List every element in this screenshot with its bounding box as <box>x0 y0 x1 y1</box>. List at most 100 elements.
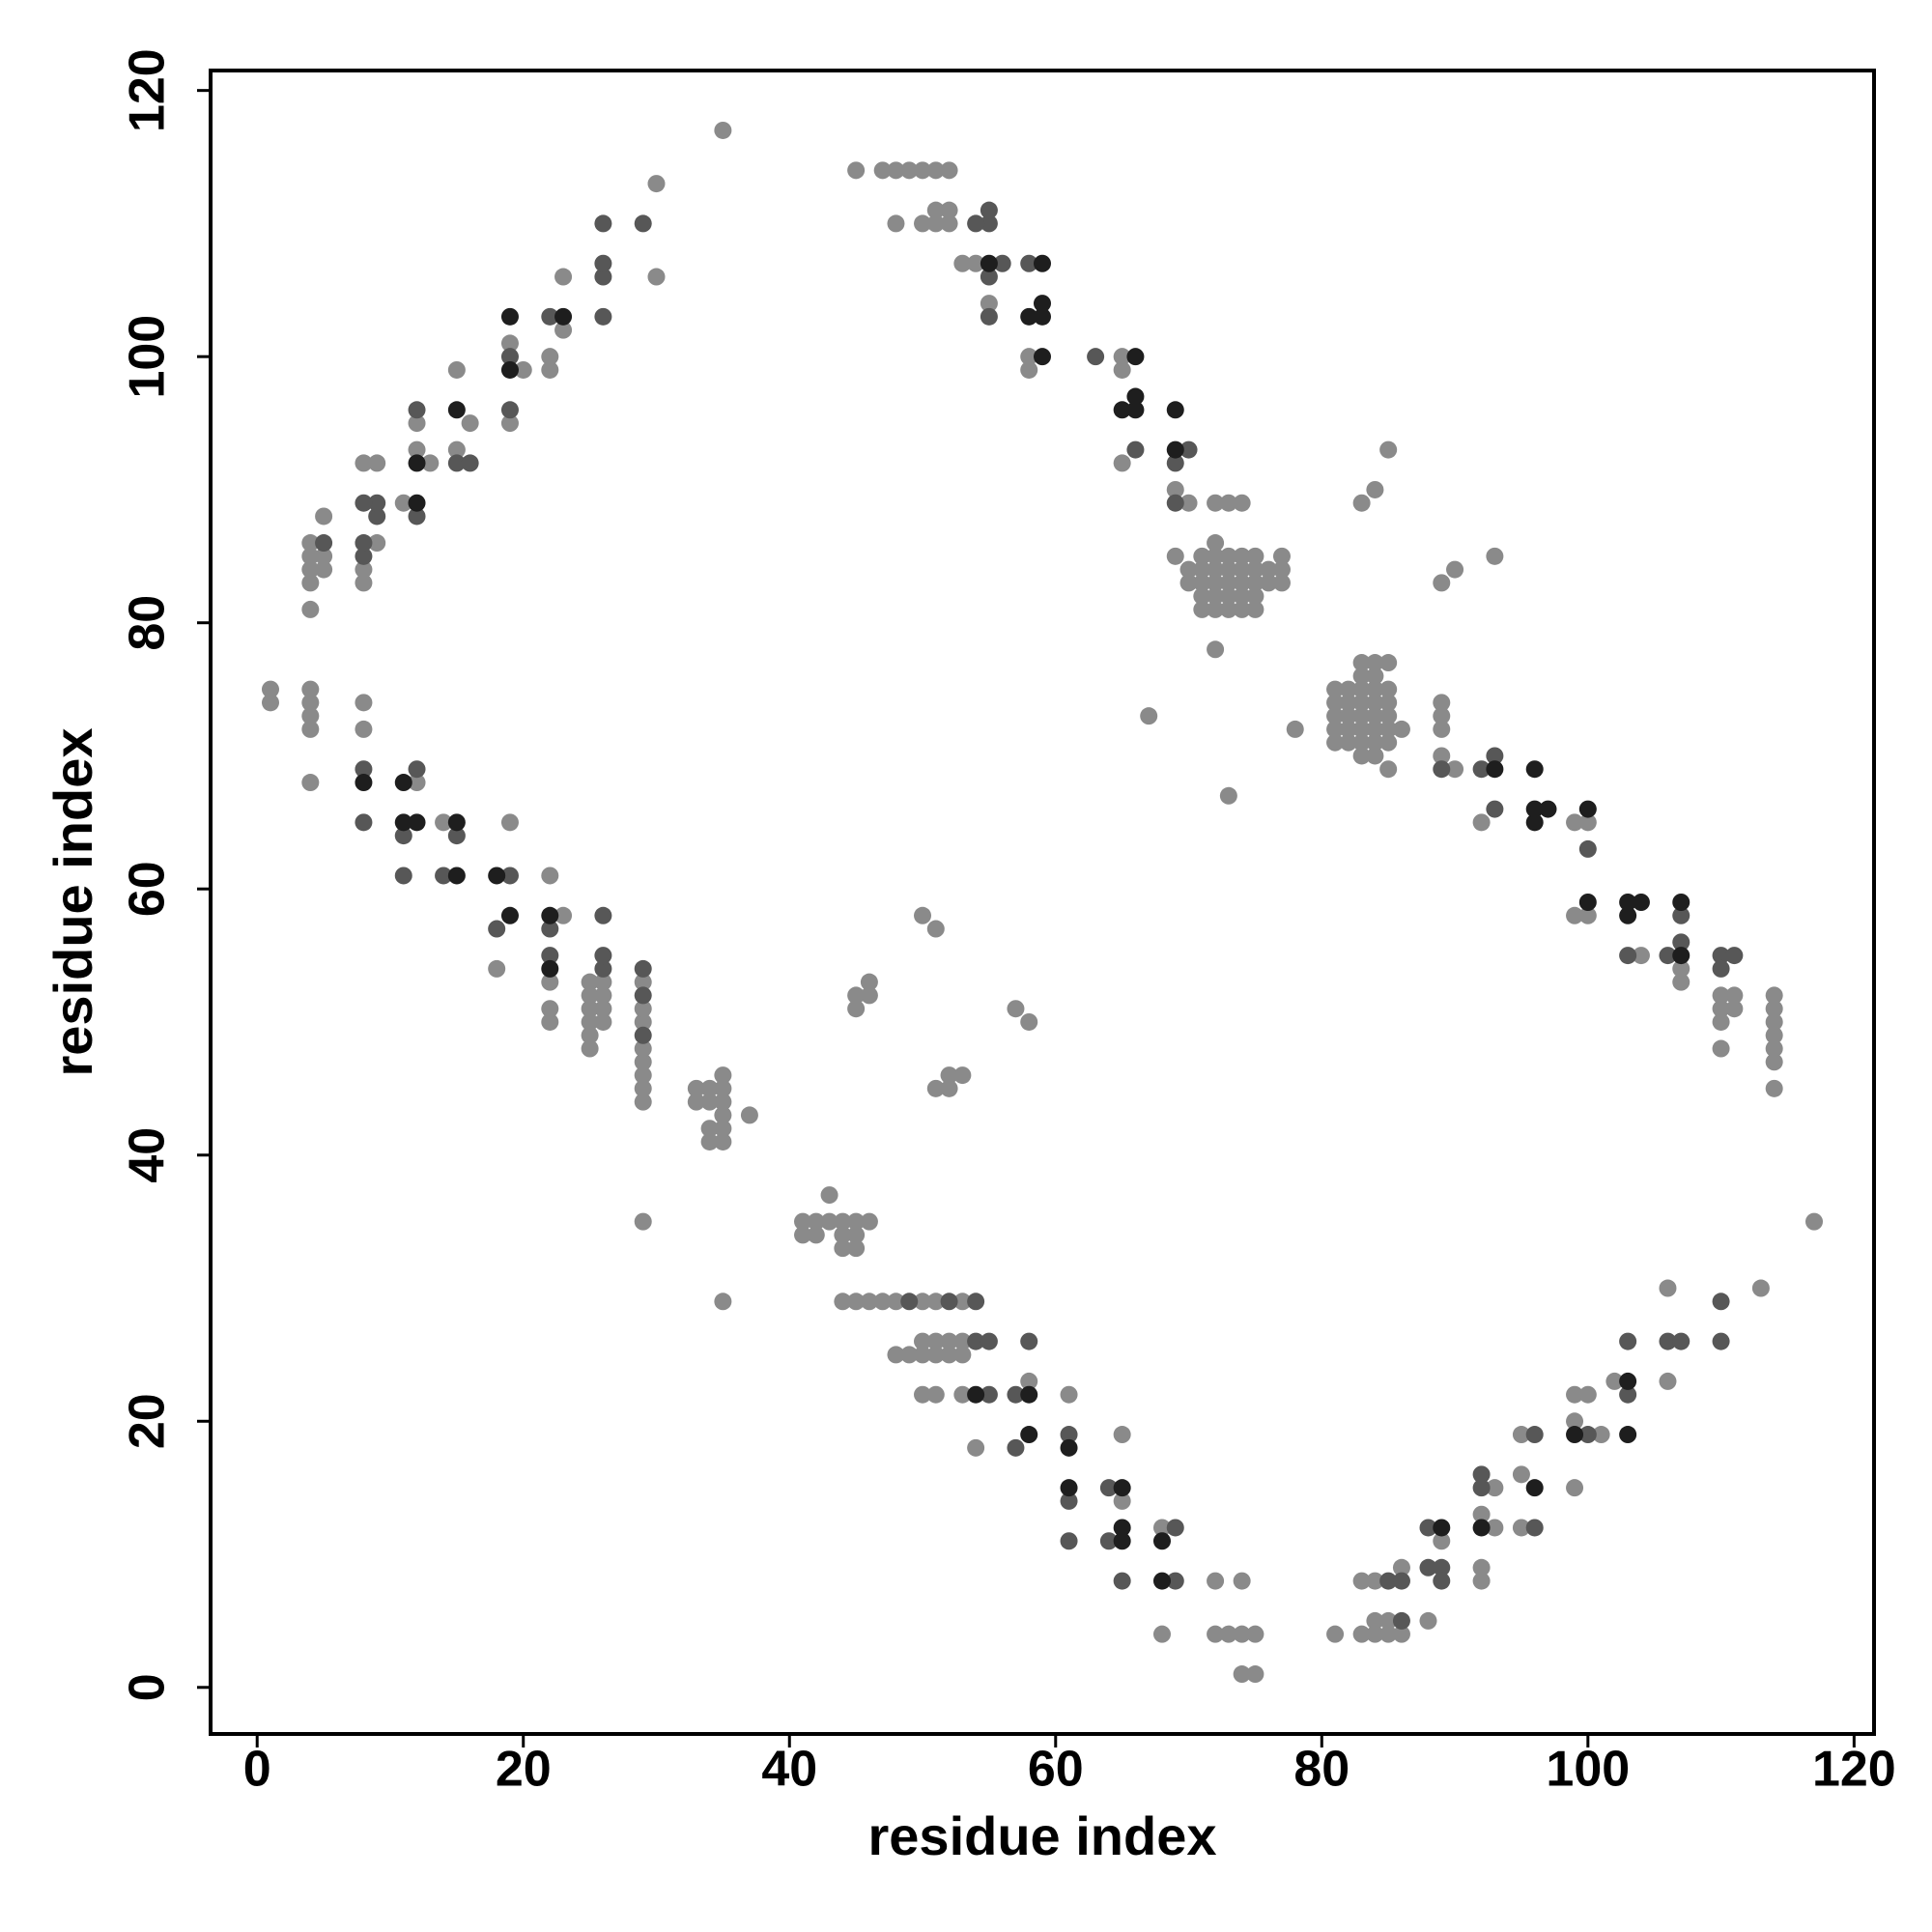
point <box>926 920 945 938</box>
y-tick-label: 100 <box>120 315 176 399</box>
point <box>953 1346 972 1364</box>
point <box>1712 1332 1730 1350</box>
point <box>634 1000 652 1018</box>
point <box>1472 760 1491 779</box>
point <box>940 1346 958 1364</box>
x-tick-label: 60 <box>1028 1742 1084 1798</box>
point <box>940 1079 958 1097</box>
point <box>1578 800 1597 818</box>
point <box>634 1012 652 1031</box>
point <box>1392 1572 1410 1590</box>
point <box>1034 307 1051 326</box>
point <box>1433 1532 1451 1550</box>
point <box>488 959 506 978</box>
point <box>834 1212 852 1231</box>
x-tick-label: 40 <box>761 1742 817 1798</box>
point <box>1366 1572 1384 1590</box>
point <box>1113 1479 1131 1497</box>
point <box>1392 1611 1410 1630</box>
point <box>1366 1611 1384 1630</box>
point <box>1725 1000 1744 1018</box>
point <box>301 547 320 565</box>
point <box>820 1212 838 1231</box>
point <box>714 1293 732 1311</box>
point <box>1233 494 1251 512</box>
point <box>980 1385 998 1404</box>
point <box>1246 1625 1264 1643</box>
point <box>1166 1519 1184 1537</box>
point <box>847 161 866 180</box>
point <box>1352 707 1371 725</box>
point <box>1113 454 1131 472</box>
point <box>594 906 612 924</box>
point <box>394 867 412 885</box>
point <box>1392 1625 1410 1643</box>
point <box>554 268 573 286</box>
point <box>355 694 373 712</box>
point <box>953 1066 972 1085</box>
point <box>1352 720 1371 738</box>
point <box>1233 587 1251 606</box>
point <box>1619 1385 1637 1404</box>
point <box>634 1212 652 1231</box>
point <box>554 307 573 326</box>
point <box>1765 1026 1783 1044</box>
point <box>1366 667 1384 685</box>
point <box>315 507 333 526</box>
point <box>940 201 958 219</box>
point <box>1272 574 1291 592</box>
point <box>1352 1625 1371 1643</box>
point <box>1339 680 1357 698</box>
point <box>914 1385 932 1404</box>
point <box>1765 986 1783 1005</box>
point <box>1512 1426 1530 1444</box>
point <box>355 813 373 832</box>
point <box>355 494 373 512</box>
point <box>1140 707 1158 725</box>
point <box>1193 600 1211 618</box>
point <box>435 867 453 885</box>
point <box>926 201 945 219</box>
point <box>1379 680 1398 698</box>
point <box>926 1332 945 1350</box>
point <box>1366 747 1384 765</box>
y-axis-label: residue index <box>43 727 103 1076</box>
point <box>714 1079 732 1097</box>
point <box>500 867 519 885</box>
point <box>301 680 320 698</box>
point <box>847 1212 866 1231</box>
point <box>1632 947 1650 965</box>
point <box>1578 894 1597 911</box>
point <box>1578 813 1597 832</box>
point <box>1578 906 1597 924</box>
point <box>1126 401 1145 419</box>
point <box>394 813 412 832</box>
point <box>1619 906 1637 924</box>
point <box>1219 786 1237 805</box>
point <box>408 813 426 832</box>
y-tick-label: 20 <box>120 1393 176 1449</box>
point <box>594 1000 612 1018</box>
point <box>1233 1572 1251 1590</box>
point <box>1087 348 1105 366</box>
point <box>1166 454 1184 472</box>
point <box>634 1053 652 1071</box>
point <box>1366 680 1384 698</box>
point <box>1712 1039 1730 1058</box>
point <box>700 1120 719 1138</box>
point <box>1020 1385 1038 1404</box>
point <box>1207 494 1225 512</box>
y-tick-label: 40 <box>120 1127 176 1183</box>
point <box>261 694 279 712</box>
point <box>1034 254 1051 272</box>
point <box>1272 560 1291 579</box>
point <box>1113 1519 1131 1537</box>
point <box>1712 947 1730 965</box>
point <box>1433 760 1451 779</box>
point <box>1659 947 1677 965</box>
point <box>847 1226 866 1244</box>
point <box>1126 387 1145 406</box>
point <box>1060 1479 1078 1497</box>
point <box>634 973 652 991</box>
y-tick-label: 0 <box>120 1673 176 1701</box>
